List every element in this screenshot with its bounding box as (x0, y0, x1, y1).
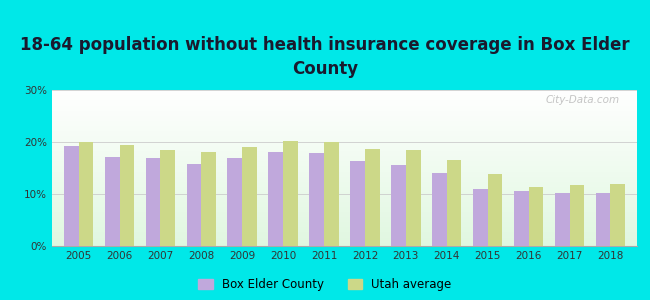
Bar (432, 173, 447, 246)
Bar (161, 150, 175, 246)
Bar (309, 153, 324, 246)
Bar (569, 185, 584, 246)
Bar (488, 174, 502, 246)
Bar (79, 142, 94, 246)
Bar (350, 161, 365, 246)
Bar (324, 142, 339, 246)
Bar (202, 152, 216, 246)
Bar (105, 157, 120, 246)
Bar (528, 187, 543, 246)
Bar (187, 164, 202, 246)
Bar (447, 160, 461, 246)
Bar (268, 152, 283, 246)
Bar (64, 146, 79, 246)
Legend: Box Elder County, Utah average: Box Elder County, Utah average (198, 278, 452, 291)
Bar (242, 147, 257, 246)
Text: City-Data.com: City-Data.com (545, 95, 619, 105)
Bar (120, 145, 135, 246)
Bar (227, 158, 242, 246)
Bar (283, 141, 298, 246)
Bar (406, 150, 421, 246)
Bar (595, 193, 610, 246)
Bar (146, 158, 161, 246)
Bar (365, 149, 380, 246)
Bar (514, 191, 528, 246)
Bar (610, 184, 625, 246)
Bar (391, 165, 406, 246)
Text: 18-64 population without health insurance coverage in Box Elder
County: 18-64 population without health insuranc… (20, 36, 630, 78)
Bar (473, 189, 488, 246)
Bar (554, 193, 569, 246)
